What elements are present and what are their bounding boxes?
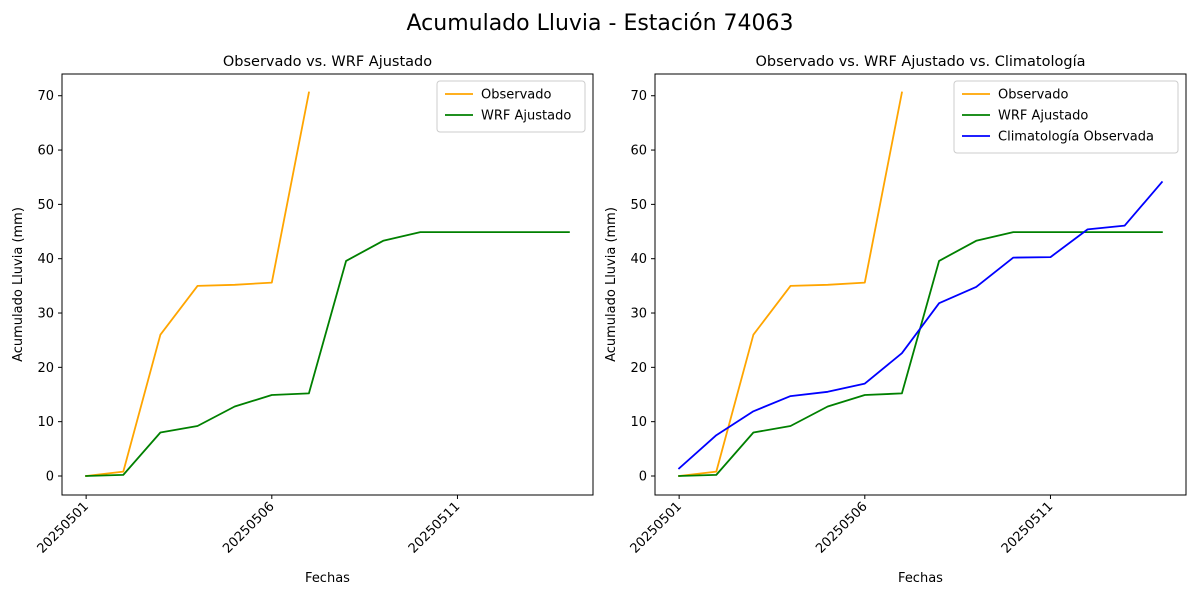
y-tick-label: 20: [630, 361, 647, 376]
y-tick-label: 0: [46, 469, 54, 484]
chart-title: Observado vs. WRF Ajustado vs. Climatolo…: [756, 54, 1086, 70]
y-tick-label: 50: [37, 198, 54, 213]
y-tick-label: 40: [630, 252, 647, 267]
series-line-2: [677, 180, 1164, 470]
y-tick-label: 70: [37, 89, 54, 104]
y-tick-label: 30: [37, 307, 54, 322]
legend-box: [436, 80, 586, 133]
y-tick-label: 40: [37, 252, 54, 267]
y-axis-label: Acumulado Lluvia (mm): [11, 207, 26, 362]
x-axis-label: Fechas: [305, 571, 350, 586]
right-panel: Observado vs. WRF Ajustado vs. Climatolo…: [604, 54, 1187, 586]
legend: Observado WRF Ajustado Climatología Observ…: [953, 80, 1179, 154]
legend: Observado WRF Ajustado: [436, 80, 586, 133]
y-tick-label: 50: [630, 198, 647, 213]
y-tick-label: 60: [630, 144, 647, 159]
y-tick-label: 30: [630, 307, 647, 322]
series-lines: [677, 91, 1164, 477]
x-axis-label: Fechas: [898, 571, 943, 586]
legend-label-1: WRF Ajustado: [481, 109, 571, 124]
y-tick-label: 10: [630, 415, 647, 430]
legend-label-1: WRF Ajustado: [998, 109, 1088, 124]
legend-label-2: Climatología Observada: [998, 130, 1154, 145]
y-axis-label: Acumulado Lluvia (mm): [604, 207, 619, 362]
axes-frame: [61, 73, 594, 496]
y-tick-label: 0: [639, 469, 647, 484]
y-tick-label: 70: [630, 89, 647, 104]
legend-label-0: Observado: [481, 88, 552, 103]
series-lines: [85, 91, 570, 477]
y-tick-label: 20: [37, 361, 54, 376]
series-line-0: [85, 91, 310, 477]
y-tick-label: 10: [37, 415, 54, 430]
figure-suptitle: Acumulado Lluvia - Estación 74063: [407, 11, 794, 36]
series-line-1: [85, 231, 570, 477]
legend-label-0: Observado: [998, 88, 1069, 103]
chart-title: Observado vs. WRF Ajustado: [223, 54, 432, 70]
axes-frame: [654, 73, 1187, 496]
legend-box: [953, 80, 1179, 154]
series-line-0: [678, 91, 903, 477]
y-tick-label: 60: [37, 144, 54, 159]
